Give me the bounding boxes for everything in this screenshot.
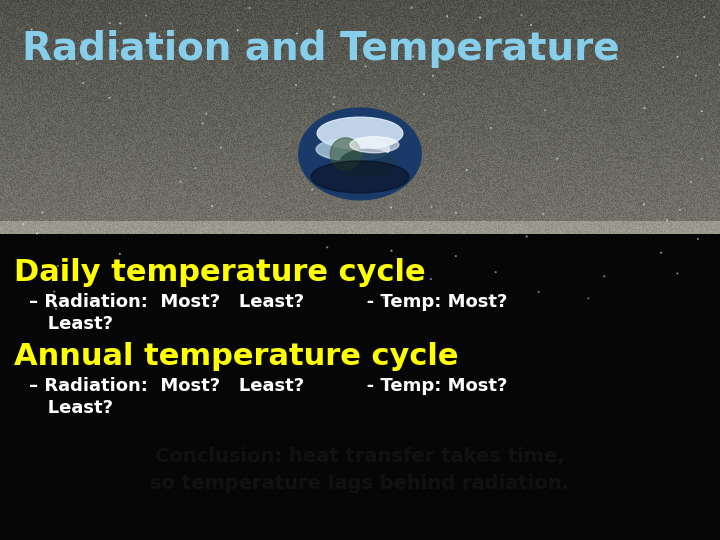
Text: Annual temperature cycle: Annual temperature cycle [14,342,459,371]
Point [474,13,486,22]
Point [552,154,563,163]
Point [675,206,686,214]
Text: so temperature lags behind radiation.: so temperature lags behind radiation. [150,474,570,493]
Point [104,93,115,102]
Point [50,305,62,313]
Point [244,4,256,12]
Point [497,47,508,56]
Point [189,164,201,172]
Point [485,124,497,132]
Ellipse shape [318,117,403,149]
Circle shape [299,108,421,200]
Point [598,272,610,281]
Point [450,209,462,218]
Text: Least?: Least? [29,315,113,333]
Point [427,71,438,80]
Ellipse shape [340,150,395,177]
Text: Conclusion: heat transfer takes time,: Conclusion: heat transfer takes time, [156,447,564,466]
Point [538,210,549,218]
Point [661,216,672,225]
Point [39,41,50,50]
Point [425,275,436,284]
Point [112,46,123,55]
Point [290,81,302,90]
Ellipse shape [311,161,409,193]
Text: – Radiation:  Most?   Least?          - Temp: Most?: – Radiation: Most? Least? - Temp: Most? [29,293,507,312]
Ellipse shape [350,137,399,153]
Text: Radiation and Temperature: Radiation and Temperature [22,30,619,68]
Point [611,55,623,63]
Point [71,59,83,68]
Ellipse shape [316,138,390,161]
Point [175,178,186,186]
Point [539,106,551,114]
Point [78,79,89,87]
Point [307,185,318,194]
Point [406,3,418,12]
Point [17,220,29,228]
Point [360,62,372,71]
Point [197,119,209,128]
Point [140,11,152,20]
Point [215,143,227,152]
Point [418,90,430,99]
Point [639,104,650,112]
Point [655,248,667,257]
Point [232,26,243,35]
Point [408,52,419,61]
Point [582,294,594,302]
Point [270,264,282,273]
Point [104,19,116,28]
Point [207,202,218,211]
Point [685,178,697,186]
Point [521,232,532,241]
Point [21,35,32,43]
Ellipse shape [330,138,361,170]
Point [114,249,125,258]
Point [516,11,527,19]
Text: – Radiation:  Most?   Least?          - Temp: Most?: – Radiation: Most? Least? - Temp: Most? [29,377,507,395]
Point [525,21,536,30]
Point [48,287,60,296]
Point [698,13,710,22]
Point [328,100,339,109]
Point [26,25,37,34]
Point [37,208,48,217]
Point [114,19,126,28]
Point [692,234,703,243]
Point [461,166,472,174]
Point [328,93,340,102]
Point [200,110,212,118]
Point [696,107,708,116]
Text: Least?: Least? [29,399,113,417]
Point [490,268,501,276]
Point [386,246,397,255]
Point [672,52,683,61]
Point [533,287,544,296]
Point [76,37,88,46]
Point [378,294,390,302]
Point [313,25,325,34]
Point [450,252,462,260]
Point [672,269,683,278]
Point [441,12,453,21]
Point [657,63,669,71]
Point [291,29,302,38]
Point [385,203,397,212]
Point [154,32,166,40]
Point [696,154,708,163]
Point [690,71,702,80]
Point [714,60,720,69]
Point [52,261,63,270]
Point [32,229,43,238]
Point [534,49,545,57]
Point [321,243,333,252]
Text: Daily temperature cycle: Daily temperature cycle [14,258,426,287]
Point [638,200,649,208]
Point [426,202,437,211]
Point [130,266,141,274]
